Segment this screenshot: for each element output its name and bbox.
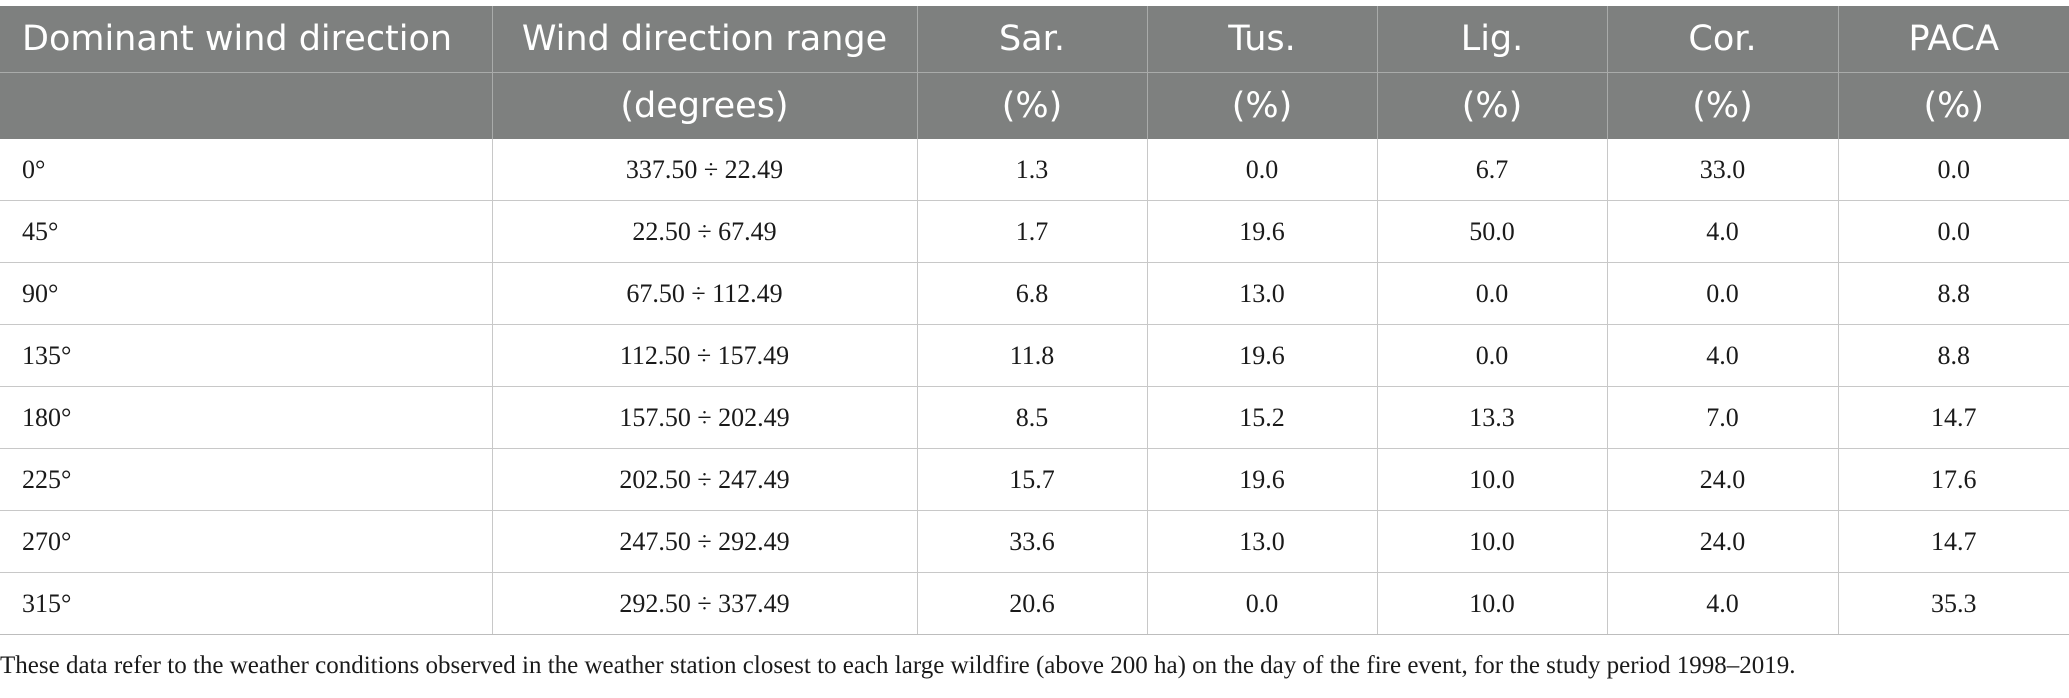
table-header: Dominant wind direction Wind direction r… <box>0 6 2069 139</box>
cell-lig: 50.0 <box>1377 200 1608 263</box>
table-row: 45° 22.50 ÷ 67.49 1.7 19.6 50.0 4.0 0.0 <box>0 200 2069 263</box>
table-row: 225° 202.50 ÷ 247.49 15.7 19.6 10.0 24.0… <box>0 448 2069 511</box>
cell-sar: 15.7 <box>917 448 1148 511</box>
header-wind-direction-range: Wind direction range <box>492 6 918 73</box>
cell-sar: 1.3 <box>917 139 1148 201</box>
header-unit-degrees: (degrees) <box>492 72 918 139</box>
cell-direction: 225° <box>0 448 493 511</box>
cell-lig: 10.0 <box>1377 572 1608 635</box>
cell-lig: 10.0 <box>1377 510 1608 573</box>
cell-cor: 33.0 <box>1607 139 1839 201</box>
cell-direction: 90° <box>0 262 493 325</box>
cell-range: 67.50 ÷ 112.49 <box>492 262 918 325</box>
cell-range: 202.50 ÷ 247.49 <box>492 448 918 511</box>
cell-lig: 13.3 <box>1377 386 1608 449</box>
cell-paca: 14.7 <box>1838 510 2069 573</box>
header-unit-dominant <box>0 72 493 139</box>
cell-cor: 24.0 <box>1607 448 1839 511</box>
cell-tus: 0.0 <box>1147 572 1378 635</box>
cell-range: 157.50 ÷ 202.49 <box>492 386 918 449</box>
cell-tus: 0.0 <box>1147 139 1378 201</box>
table-row: 135° 112.50 ÷ 157.49 11.8 19.6 0.0 4.0 8… <box>0 324 2069 387</box>
cell-sar: 1.7 <box>917 200 1148 263</box>
cell-sar: 6.8 <box>917 262 1148 325</box>
cell-tus: 13.0 <box>1147 510 1378 573</box>
cell-paca: 17.6 <box>1838 448 2069 511</box>
cell-range: 292.50 ÷ 337.49 <box>492 572 918 635</box>
cell-sar: 11.8 <box>917 324 1148 387</box>
cell-cor: 0.0 <box>1607 262 1839 325</box>
cell-range: 112.50 ÷ 157.49 <box>492 324 918 387</box>
cell-cor: 7.0 <box>1607 386 1839 449</box>
cell-lig: 0.0 <box>1377 324 1608 387</box>
cell-lig: 6.7 <box>1377 139 1608 201</box>
cell-paca: 0.0 <box>1838 200 2069 263</box>
header-cor: Cor. <box>1607 6 1839 73</box>
cell-direction: 45° <box>0 200 493 263</box>
cell-direction: 315° <box>0 572 493 635</box>
cell-direction: 180° <box>0 386 493 449</box>
cell-cor: 4.0 <box>1607 572 1839 635</box>
cell-sar: 33.6 <box>917 510 1148 573</box>
cell-tus: 13.0 <box>1147 262 1378 325</box>
header-unit-cor: (%) <box>1607 72 1839 139</box>
cell-cor: 24.0 <box>1607 510 1839 573</box>
cell-paca: 0.0 <box>1838 139 2069 201</box>
header-tus: Tus. <box>1147 6 1378 73</box>
table-body: 0° 337.50 ÷ 22.49 1.3 0.0 6.7 33.0 0.0 4… <box>0 139 2069 635</box>
cell-range: 337.50 ÷ 22.49 <box>492 139 918 201</box>
header-paca: PACA <box>1838 6 2069 73</box>
header-unit-tus: (%) <box>1147 72 1378 139</box>
header-unit-sar: (%) <box>917 72 1148 139</box>
header-row-2: (degrees) (%) (%) (%) (%) (%) <box>0 72 2069 139</box>
table-row: 180° 157.50 ÷ 202.49 8.5 15.2 13.3 7.0 1… <box>0 386 2069 449</box>
table-row: 270° 247.50 ÷ 292.49 33.6 13.0 10.0 24.0… <box>0 510 2069 573</box>
header-unit-lig: (%) <box>1377 72 1608 139</box>
wind-direction-table: Dominant wind direction Wind direction r… <box>0 6 2069 635</box>
cell-cor: 4.0 <box>1607 324 1839 387</box>
cell-direction: 270° <box>0 510 493 573</box>
cell-direction: 0° <box>0 139 493 201</box>
cell-tus: 19.6 <box>1147 200 1378 263</box>
cell-tus: 19.6 <box>1147 324 1378 387</box>
header-sar: Sar. <box>917 6 1148 73</box>
cell-tus: 19.6 <box>1147 448 1378 511</box>
cell-lig: 10.0 <box>1377 448 1608 511</box>
cell-paca: 35.3 <box>1838 572 2069 635</box>
header-dominant-wind-direction: Dominant wind direction <box>0 6 493 73</box>
cell-cor: 4.0 <box>1607 200 1839 263</box>
cell-paca: 8.8 <box>1838 324 2069 387</box>
header-lig: Lig. <box>1377 6 1608 73</box>
table-row: 0° 337.50 ÷ 22.49 1.3 0.0 6.7 33.0 0.0 <box>0 139 2069 201</box>
cell-range: 22.50 ÷ 67.49 <box>492 200 918 263</box>
header-row-1: Dominant wind direction Wind direction r… <box>0 6 2069 73</box>
cell-range: 247.50 ÷ 292.49 <box>492 510 918 573</box>
cell-paca: 14.7 <box>1838 386 2069 449</box>
header-unit-paca: (%) <box>1838 72 2069 139</box>
cell-paca: 8.8 <box>1838 262 2069 325</box>
wind-direction-table-container: Dominant wind direction Wind direction r… <box>0 6 2069 635</box>
cell-direction: 135° <box>0 324 493 387</box>
cell-sar: 20.6 <box>917 572 1148 635</box>
cell-sar: 8.5 <box>917 386 1148 449</box>
table-row: 315° 292.50 ÷ 337.49 20.6 0.0 10.0 4.0 3… <box>0 572 2069 635</box>
table-footnote: These data refer to the weather conditio… <box>0 652 1796 679</box>
table-row: 90° 67.50 ÷ 112.49 6.8 13.0 0.0 0.0 8.8 <box>0 262 2069 325</box>
cell-lig: 0.0 <box>1377 262 1608 325</box>
cell-tus: 15.2 <box>1147 386 1378 449</box>
